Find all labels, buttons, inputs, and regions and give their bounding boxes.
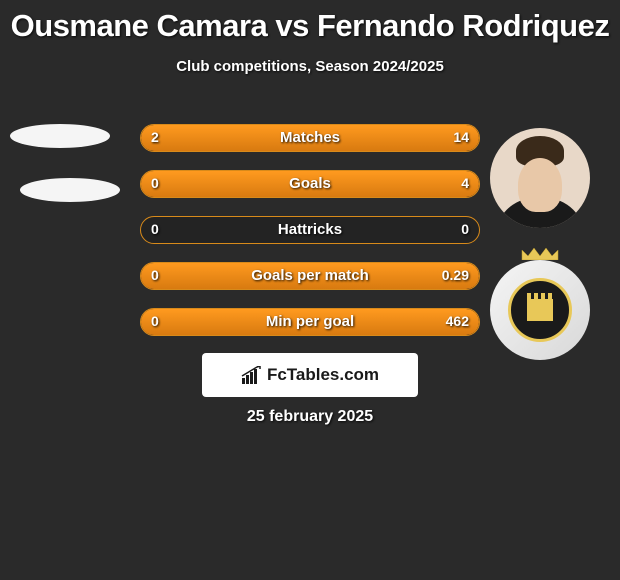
watermark-text: FcTables.com (267, 365, 379, 385)
stat-row: 2Matches14 (140, 124, 480, 152)
subtitle: Club competitions, Season 2024/2025 (0, 58, 620, 75)
crown-icon (520, 246, 560, 260)
stat-value-right: 4 (461, 171, 469, 197)
stat-row: 0Min per goal462 (140, 308, 480, 336)
player-left-avatar-placeholder-1 (10, 124, 110, 148)
stats-container: 2Matches140Goals40Hattricks00Goals per m… (140, 124, 480, 354)
castle-icon (527, 299, 553, 321)
stat-label: Goals per match (141, 263, 479, 289)
player-left-avatar-placeholder-2 (20, 178, 120, 202)
stat-value-right: 0.29 (442, 263, 469, 289)
stat-label: Goals (141, 171, 479, 197)
stat-row: 0Hattricks0 (140, 216, 480, 244)
player-right-avatar (490, 128, 590, 228)
club-right-badge (490, 260, 590, 360)
stat-value-right: 14 (453, 125, 469, 151)
stat-row: 0Goals4 (140, 170, 480, 198)
stat-value-right: 0 (461, 217, 469, 243)
date-label: 25 february 2025 (0, 408, 620, 426)
watermark: FcTables.com (202, 353, 418, 397)
page-title: Ousmane Camara vs Fernando Rodriquez (0, 0, 620, 44)
stat-label: Hattricks (141, 217, 479, 243)
stat-label: Min per goal (141, 309, 479, 335)
stat-row: 0Goals per match0.29 (140, 262, 480, 290)
chart-icon (241, 366, 263, 384)
stat-value-right: 462 (446, 309, 469, 335)
stat-label: Matches (141, 125, 479, 151)
